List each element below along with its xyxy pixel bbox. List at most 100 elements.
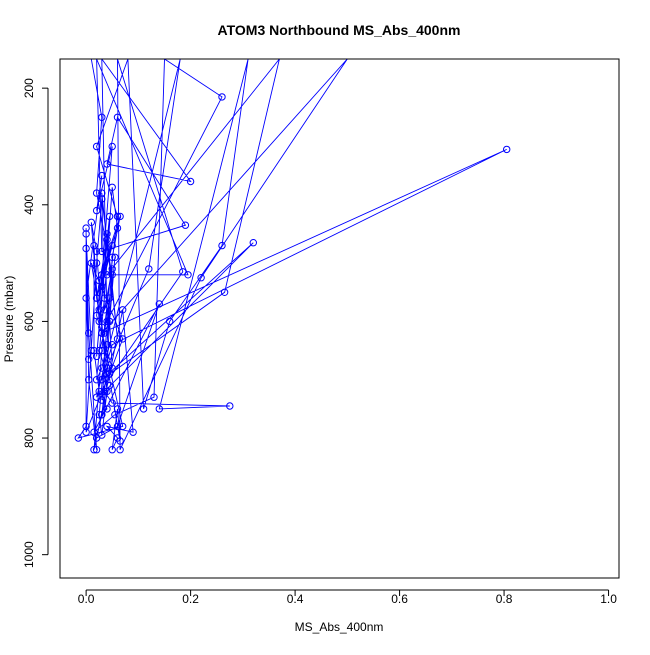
- data-point: [82, 244, 90, 253]
- data-point: [90, 446, 98, 454]
- data-point: [119, 422, 127, 431]
- data-point: [98, 323, 106, 331]
- data-point: [100, 294, 109, 302]
- x-tick-label: 1.0: [600, 592, 617, 606]
- data-point: [103, 271, 111, 279]
- data-point: [98, 396, 106, 404]
- data-point: [103, 370, 111, 378]
- data-point: [155, 405, 164, 413]
- data-point: [116, 446, 124, 454]
- data-point: [155, 300, 164, 308]
- data-point: [98, 411, 106, 419]
- data-point: [98, 329, 106, 337]
- data-point: [82, 422, 90, 431]
- data-point: [150, 393, 158, 401]
- data-point: [108, 142, 116, 151]
- data-point: [98, 195, 106, 203]
- data-point: [85, 329, 93, 337]
- data-point: [113, 212, 122, 221]
- data-point: [85, 355, 93, 363]
- data-point: [82, 224, 90, 232]
- data-point: [98, 247, 106, 256]
- data-point: [100, 306, 109, 314]
- data-point: [119, 306, 127, 314]
- data-point: [116, 212, 124, 221]
- data-point: [113, 335, 122, 343]
- data-point: [95, 346, 103, 355]
- data-point: [103, 317, 111, 326]
- data-point: [98, 346, 106, 355]
- data-point: [74, 434, 83, 442]
- data-point: [184, 271, 192, 279]
- data-point: [98, 431, 106, 439]
- data-point: [111, 253, 119, 261]
- data-point: [100, 329, 109, 337]
- data-point: [82, 230, 90, 238]
- data-point: [92, 206, 101, 215]
- data-point: [145, 265, 153, 273]
- y-axis: 200 400 600 800 1000: [22, 78, 49, 568]
- data-point: [113, 405, 122, 413]
- data-point: [92, 311, 101, 320]
- data-point: [105, 381, 114, 390]
- data-point: [108, 241, 116, 250]
- data-point: [197, 274, 205, 282]
- data-point: [90, 241, 98, 250]
- data-point: [139, 405, 148, 413]
- data-point: [108, 341, 116, 349]
- x-axis-label: MS_Abs_400nm: [295, 620, 384, 634]
- data-point: [100, 387, 109, 396]
- y-tick-label: 600: [22, 311, 36, 331]
- data-point: [103, 341, 111, 349]
- data-point: [108, 399, 116, 407]
- data-point: [113, 113, 122, 122]
- data-point: [108, 265, 116, 273]
- data-point: [92, 376, 101, 384]
- data-point: [87, 346, 96, 355]
- data-point: [103, 230, 111, 238]
- x-tick-label: 0.2: [182, 592, 199, 606]
- data-point: [92, 446, 101, 454]
- y-tick-label: 800: [22, 428, 36, 448]
- data-point: [108, 253, 116, 261]
- data-point: [98, 171, 106, 180]
- y-axis-label: Pressure (mbar): [2, 276, 16, 363]
- data-point: [95, 387, 103, 396]
- data-point: [108, 364, 116, 372]
- data-point: [108, 446, 116, 454]
- data-point: [166, 317, 174, 326]
- data-point: [119, 335, 127, 343]
- data-point: [181, 221, 190, 229]
- data-point: [108, 183, 116, 192]
- data-point: [85, 376, 93, 384]
- data-point: [103, 405, 111, 413]
- data-point: [218, 93, 226, 101]
- data-point: [92, 142, 101, 151]
- data-point: [98, 364, 106, 372]
- chart-title: ATOM3 Northbound MS_Abs_400nm: [218, 22, 461, 38]
- data-point: [95, 276, 103, 285]
- data-point: [220, 288, 229, 296]
- data-point: [87, 218, 96, 227]
- data-point: [129, 428, 137, 436]
- data-point: [105, 317, 114, 326]
- data-point: [82, 294, 90, 302]
- y-tick-label: 400: [22, 194, 36, 214]
- data-point: [87, 259, 96, 267]
- data-point: [95, 411, 103, 419]
- data-point: [113, 224, 122, 232]
- y-tick-label: 1000: [22, 541, 36, 568]
- data-point: [186, 177, 195, 186]
- data-point: [226, 402, 234, 410]
- x-axis: 0.0 0.2 0.4 0.6 0.8 1.0: [78, 589, 617, 606]
- y-tick-label: 200: [22, 78, 36, 98]
- data-point: [503, 145, 511, 154]
- marker-layer: [74, 93, 511, 454]
- x-tick-label: 0.0: [78, 592, 95, 606]
- data-point: [113, 422, 122, 431]
- data-point: [92, 189, 101, 197]
- data-point: [103, 422, 111, 431]
- data-point: [98, 376, 106, 384]
